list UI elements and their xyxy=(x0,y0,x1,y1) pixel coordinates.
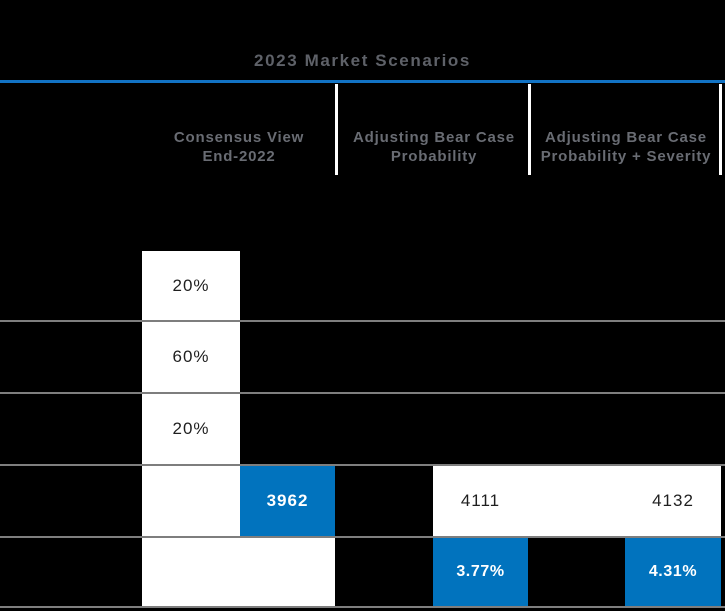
probability-value: 20% xyxy=(172,275,210,295)
row-divider-1 xyxy=(0,320,725,322)
column-header-bear-probability-severity: Adjusting Bear Case Probability + Severi… xyxy=(532,128,720,166)
level-row-white-strip: 4111 4132 xyxy=(433,466,721,536)
probability-cell-bear: 20% xyxy=(142,394,240,464)
yield-value: 4.31% xyxy=(648,563,698,580)
column-header-line2: Probability + Severity xyxy=(540,148,712,165)
column-header-line1: Consensus View xyxy=(173,129,305,146)
table-bottom-border xyxy=(0,606,725,608)
row-divider-3 xyxy=(0,464,725,466)
level-value: 4132 xyxy=(652,491,694,510)
column-header-line2: End-2022 xyxy=(202,148,276,165)
header-separator-3 xyxy=(719,84,722,175)
column-header-line2: Probability xyxy=(390,148,478,165)
column-header-line1: Adjusting Bear Case xyxy=(545,129,707,146)
probability-value: 60% xyxy=(172,347,210,366)
level-cell-bear-probability: 4111 xyxy=(433,466,528,536)
column-header-line1: Adjusting Bear Case xyxy=(353,129,515,146)
probability-cell-base: 60% xyxy=(142,322,240,392)
level-cell-consensus-highlighted: 3962 xyxy=(240,466,335,536)
yield-value: 3.77% xyxy=(456,563,505,580)
header-separator-1 xyxy=(335,84,338,175)
probability-value: 20% xyxy=(172,419,210,438)
row-divider-2 xyxy=(0,392,725,394)
title-underline-rule xyxy=(0,80,725,83)
table-title: 2023 Market Scenarios xyxy=(254,51,471,70)
level-cell-bear-probability-severity: 4132 xyxy=(625,466,721,536)
column-header-consensus-view: Consensus View End-2022 xyxy=(142,128,336,166)
yield-cell-bear-probability-severity-highlighted: 4.31% xyxy=(625,538,721,606)
level-row-empty-cell xyxy=(142,466,240,536)
yield-row-empty-cell xyxy=(142,538,335,606)
header-separator-2 xyxy=(528,84,531,175)
row-divider-4 xyxy=(0,536,725,538)
probability-cell-bull: 20% xyxy=(142,251,240,320)
column-header-bear-probability: Adjusting Bear Case Probability xyxy=(339,128,529,166)
yield-cell-bear-probability-highlighted: 3.77% xyxy=(433,538,528,606)
level-value: 4111 xyxy=(460,491,501,510)
level-value: 3962 xyxy=(266,491,309,510)
